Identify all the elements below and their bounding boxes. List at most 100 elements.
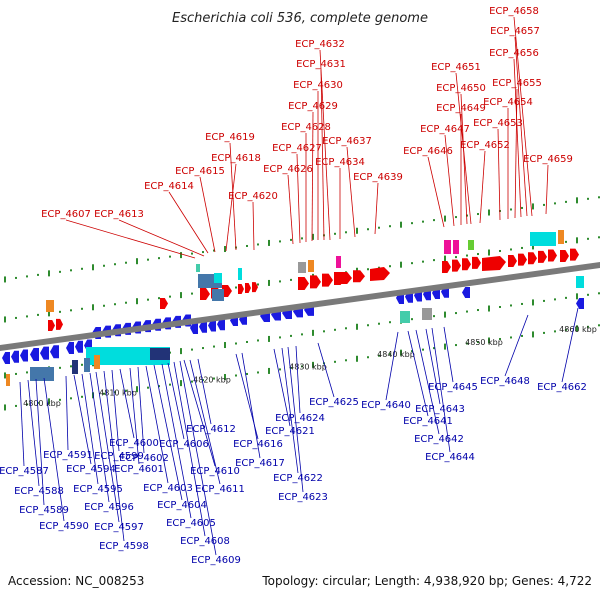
tick-row-plus-outer	[378, 226, 380, 229]
tick-row-plus-inner	[598, 236, 600, 239]
minus-gene-leader	[43, 377, 65, 522]
plus-gene-arrow	[560, 250, 569, 262]
tick-row-plus-outer	[510, 208, 512, 211]
plus-gene-arrow	[528, 252, 537, 265]
minus-gene-arrow	[2, 352, 10, 364]
minus-gene-leader	[103, 370, 125, 542]
tick-row-plus-inner	[389, 265, 391, 268]
tick-row-minus-outer	[356, 355, 358, 362]
tick-row-minus-outer	[301, 365, 303, 368]
tick-row-plus-inner	[147, 298, 149, 301]
minus-gene-arrow	[75, 340, 83, 353]
minus-gene-leader	[189, 359, 221, 485]
tick-row-minus-outer	[26, 403, 28, 406]
plus-gene-arrow	[538, 250, 547, 263]
plus-gene-arrow	[298, 277, 309, 290]
feature-box	[298, 262, 306, 273]
feature-box	[444, 240, 451, 254]
tick-row-plus-outer	[125, 261, 127, 264]
tick-row-plus-inner	[279, 280, 281, 283]
plus-gene-label: ECP_4652	[460, 140, 510, 151]
tick-row-plus-outer	[180, 252, 182, 259]
plus-gene-arrow	[56, 318, 63, 330]
plus-gene-label: ECP_4629	[288, 101, 338, 112]
tick-row-plus-outer	[312, 233, 314, 240]
plus-gene-label: ECP_4615	[175, 166, 225, 177]
plus-gene-label: ECP_4632	[295, 39, 345, 50]
tick-row-plus-outer	[59, 270, 61, 273]
minus-gene-leader	[179, 360, 217, 556]
minus-gene-leader	[425, 328, 441, 405]
tick-row-plus-outer	[345, 231, 347, 234]
tick-row-plus-outer	[400, 221, 402, 228]
topology-summary: Topology: circular; Length: 4,938,920 bp…	[261, 574, 592, 588]
tick-row-plus-outer	[213, 249, 215, 252]
tick-row-minus-inner	[554, 298, 556, 301]
minus-gene-leader	[561, 307, 579, 383]
feature-box	[46, 300, 54, 312]
tick-row-minus-outer	[70, 397, 72, 400]
minus-gene-leader	[443, 326, 454, 383]
plus-gene-label: ECP_4655	[492, 78, 542, 89]
minus-gene-label: ECP_4644	[425, 452, 475, 463]
genome-backbone	[0, 262, 600, 351]
minus-gene-leader	[129, 367, 140, 465]
minus-gene-label: ECP_4600	[109, 438, 159, 449]
minus-gene-label: ECP_4610	[190, 466, 240, 477]
tick-row-plus-outer	[444, 215, 446, 222]
minus-gene-label: ECP_4622	[273, 473, 323, 484]
minus-gene-leader	[167, 362, 185, 440]
plus-gene-arrow	[322, 273, 333, 287]
tick-row-plus-inner	[37, 313, 39, 316]
tick-row-minus-inner	[510, 304, 512, 307]
plus-gene-arrow	[548, 249, 557, 262]
tick-row-plus-outer	[477, 213, 479, 216]
tick-row-plus-outer	[411, 222, 413, 225]
tick-row-minus-outer	[235, 374, 237, 377]
tick-row-plus-outer	[81, 267, 83, 270]
minus-gene-label: ECP_4606	[159, 439, 209, 450]
minus-gene-label: ECP_4591	[43, 450, 93, 461]
tick-row-plus-outer	[70, 269, 72, 272]
tick-row-minus-inner	[576, 293, 578, 300]
tick-row-minus-inner	[378, 322, 380, 325]
plus-gene-label: ECP_4654	[483, 97, 533, 108]
minus-gene-arrow	[40, 346, 49, 360]
plus-gene-label: ECP_4646	[403, 146, 453, 157]
minus-gene-leader	[415, 329, 440, 435]
tick-row-minus-inner	[521, 302, 523, 305]
minus-gene-label: ECP_4597	[94, 522, 144, 533]
minus-gene-leader	[73, 374, 92, 465]
plus-gene-leader	[311, 111, 314, 242]
tick-row-plus-outer	[290, 238, 292, 241]
tick-row-minus-outer	[81, 395, 83, 398]
plus-gene-arrow	[442, 261, 451, 273]
minus-gene-arrow	[11, 350, 19, 363]
plus-gene-label: ECP_4653	[473, 118, 523, 129]
tick-row-minus-outer	[389, 353, 391, 356]
kbp-tick-label: 4850 kbp	[465, 338, 503, 347]
minus-gene-label: ECP_4640	[361, 400, 411, 411]
tick-row-plus-outer	[4, 276, 6, 283]
plus-gene-leader	[168, 191, 209, 254]
plus-gene-label: ECP_4659	[523, 154, 573, 165]
feature-box	[400, 311, 410, 323]
tick-row-plus-inner	[114, 303, 116, 306]
plus-gene-arrow	[472, 256, 481, 269]
tick-row-plus-inner	[136, 298, 138, 305]
plus-gene-label: ECP_4647	[420, 124, 470, 135]
minus-gene-label: ECP_4645	[428, 382, 478, 393]
minus-gene-leader	[95, 371, 120, 523]
plus-gene-arrow	[222, 284, 232, 297]
plus-gene-leader	[374, 182, 379, 235]
tick-row-minus-outer	[103, 392, 105, 395]
minus-gene-label: ECP_4594	[66, 464, 116, 475]
tick-row-minus-inner	[301, 333, 303, 336]
tick-row-minus-inner	[26, 371, 28, 374]
tick-row-plus-inner	[422, 260, 424, 263]
tick-row-minus-inner	[466, 310, 468, 313]
minus-gene-label: ECP_4602	[119, 453, 169, 464]
tick-row-minus-inner	[235, 342, 237, 345]
minus-gene-arrow	[462, 287, 470, 298]
